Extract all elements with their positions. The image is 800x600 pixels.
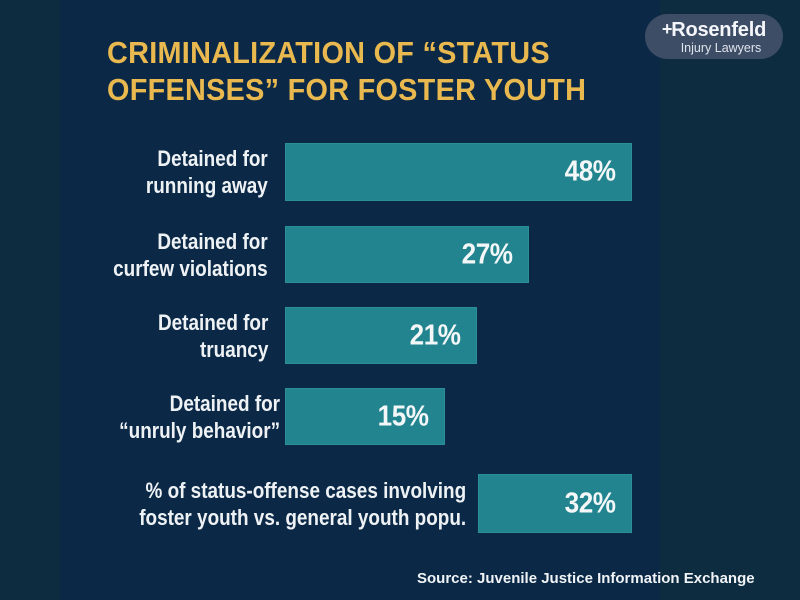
bar-truancy: 21% [285, 307, 477, 364]
title-line-1: CRIMINALIZATION OF “STATUS [107, 35, 550, 70]
chart-title: CRIMINALIZATION OF “STATUS OFFENSES” FOR… [107, 34, 591, 108]
bar-value: 21% [410, 319, 461, 351]
bar-foster-vs-general: 32% [478, 474, 632, 533]
bar-label-running-away: Detained for running away [146, 146, 268, 198]
bar-value: 27% [462, 238, 513, 270]
logo-name: +Rosenfeld [661, 19, 767, 41]
cross-icon: + [661, 19, 673, 39]
logo-subtitle: Injury Lawyers [680, 41, 762, 55]
source-citation: Source: Juvenile Justice Information Exc… [417, 570, 755, 587]
bar-value: 15% [378, 400, 429, 432]
bar-running-away: 48% [285, 143, 632, 201]
bar-curfew: 27% [285, 226, 529, 283]
title-line-2: OFFENSES” FOR FOSTER YOUTH [107, 72, 587, 107]
bar-value: 48% [565, 155, 616, 188]
bar-label-curfew: Detained for curfew violations [113, 229, 268, 281]
bar-value: 32% [565, 487, 616, 519]
bar-label-foster-vs-general: % of status-offense cases involving fost… [139, 478, 466, 530]
bar-label-unruly-behavior: Detained for “unruly behavior” [119, 391, 280, 443]
rosenfeld-logo: +Rosenfeld Injury Lawyers [645, 14, 783, 59]
bar-label-truancy: Detained for truancy [157, 310, 268, 362]
bar-unruly-behavior: 15% [285, 388, 445, 445]
